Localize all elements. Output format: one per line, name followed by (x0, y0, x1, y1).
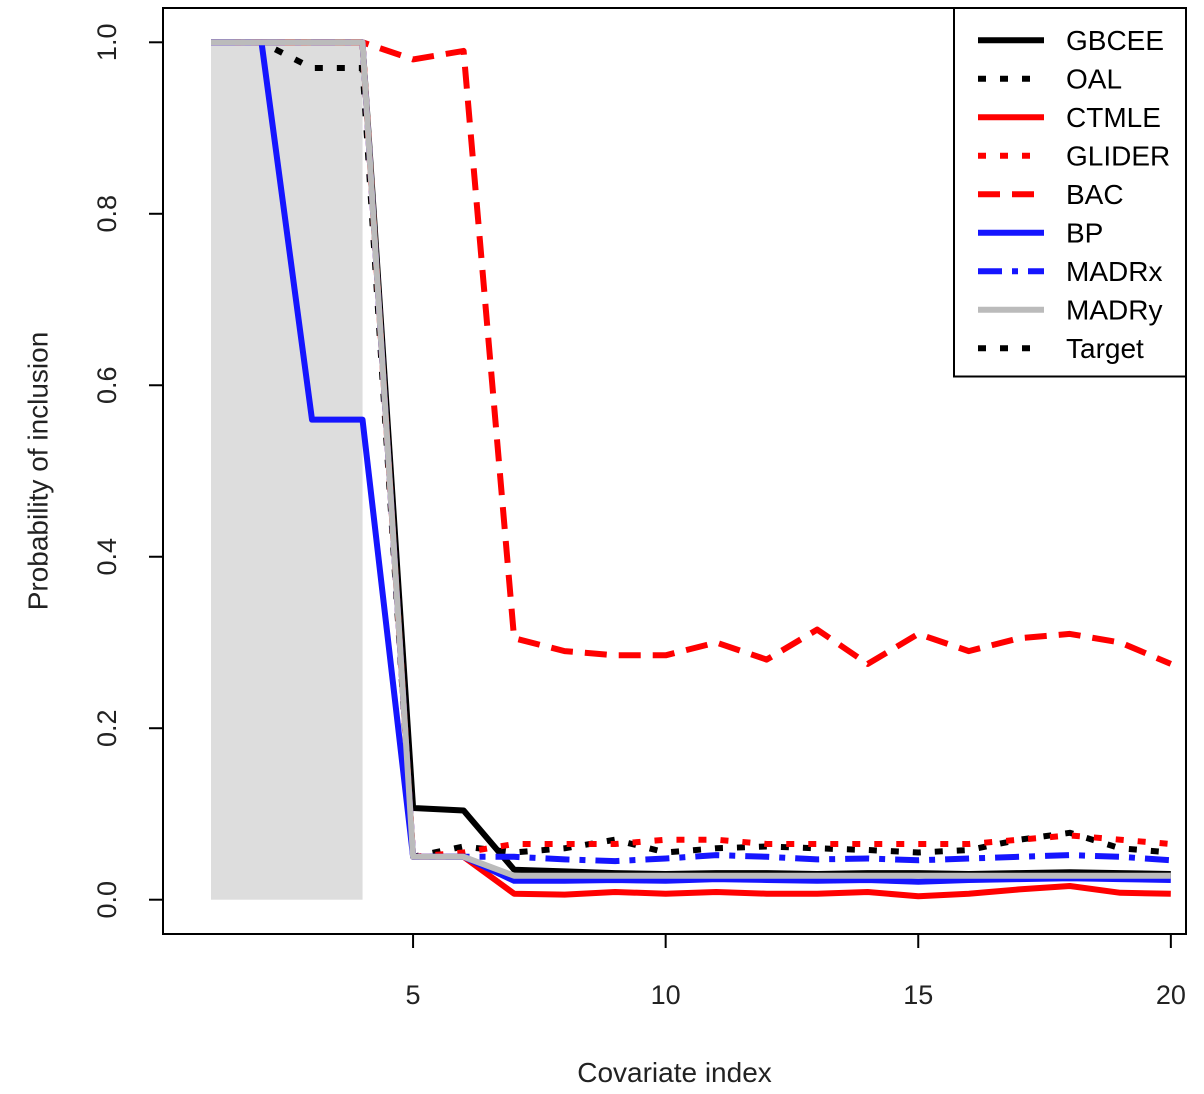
legend-label-madrx: MADRx (1066, 256, 1162, 287)
legend: GBCEE OAL CTMLE GLIDER BAC BP MADRx MADRy Target (953, 7, 1187, 378)
x-tick-label: 5 (406, 980, 421, 1010)
y-axis-label: Probability of inclusion (23, 332, 54, 611)
legend-label-bp: BP (1066, 217, 1103, 248)
legend-label-target: Target (1066, 333, 1144, 364)
y-tick-label: 0.2 (92, 709, 122, 747)
y-axis: 0.0 0.2 0.4 0.6 0.8 1.0 (92, 24, 164, 919)
y-tick-label: 0.6 (92, 366, 122, 404)
legend-label-oal: OAL (1066, 63, 1122, 94)
y-tick-label: 0.8 (92, 195, 122, 233)
series-line-bac (211, 39, 1172, 667)
legend-label-ctmle: CTMLE (1066, 102, 1161, 133)
y-tick-label: 0.0 (92, 881, 122, 919)
x-axis: 5 10 15 20 (406, 933, 1186, 1010)
shaded-region-layer (210, 42, 363, 900)
y-tick-label: 1.0 (92, 24, 122, 62)
legend-label-madry: MADRy (1066, 294, 1162, 325)
legend-label-gbcee: GBCEE (1066, 25, 1164, 56)
x-tick-label: 20 (1156, 980, 1186, 1010)
series-line-bp (211, 39, 1171, 885)
series-line-madry (211, 39, 1171, 879)
x-tick-label: 10 (651, 980, 681, 1010)
shaded-region (210, 42, 363, 900)
y-tick-label: 0.4 (92, 538, 122, 576)
x-axis-label: Covariate index (577, 1057, 772, 1088)
series-layer (211, 39, 1172, 900)
legend-label-glider: GLIDER (1066, 140, 1170, 171)
legend-label-bac: BAC (1066, 179, 1124, 210)
x-tick-label: 15 (903, 980, 933, 1010)
